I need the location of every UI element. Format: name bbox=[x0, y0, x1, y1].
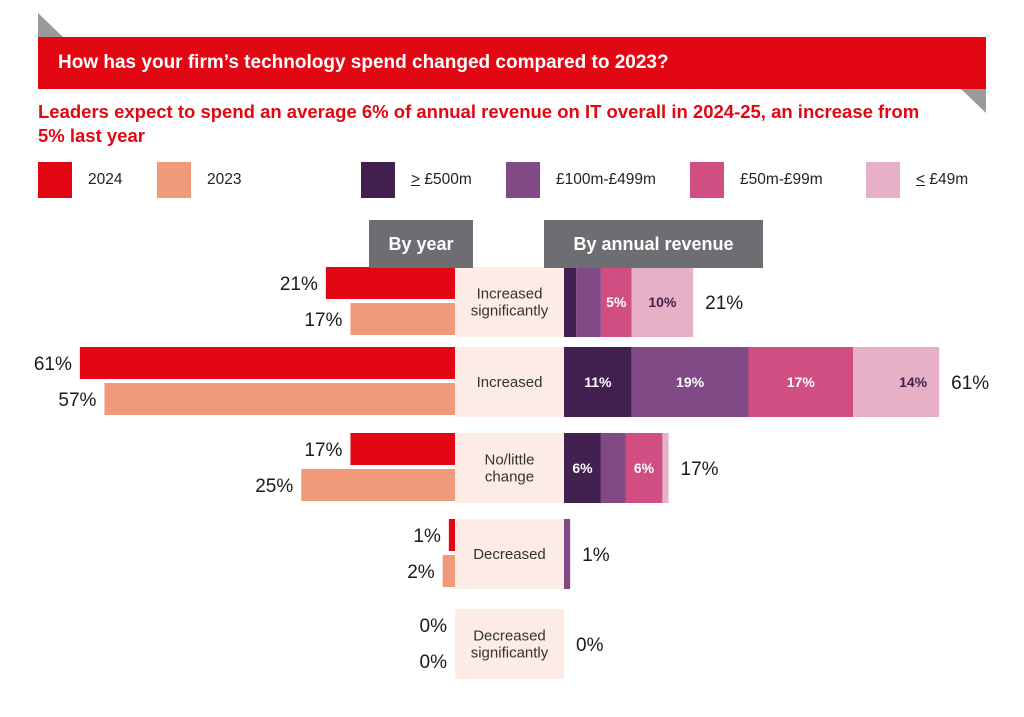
segment-label: 6% bbox=[572, 460, 593, 476]
bar-2024 bbox=[325, 267, 455, 299]
category-label: No/little bbox=[484, 452, 534, 469]
data-label-2024: 0% bbox=[420, 616, 448, 637]
bar-2024 bbox=[350, 433, 455, 465]
category-box bbox=[455, 433, 564, 503]
legend-swatch-50m bbox=[690, 162, 724, 198]
data-label-2023: 17% bbox=[304, 310, 342, 331]
legend-swatch-100m bbox=[506, 162, 540, 198]
category-label: Increased bbox=[477, 286, 543, 303]
stacked-segment bbox=[600, 267, 632, 337]
category-label: Decreased bbox=[473, 546, 546, 563]
category-label: significantly bbox=[471, 303, 549, 320]
stacked-segment bbox=[564, 433, 601, 503]
bar-2023 bbox=[104, 383, 455, 415]
segment-label: 19% bbox=[676, 374, 705, 390]
stacked-segment bbox=[625, 433, 663, 503]
segment-label: 17% bbox=[787, 374, 816, 390]
bar-2023 bbox=[350, 303, 455, 335]
stacked-segment bbox=[748, 347, 854, 417]
stacked-segment bbox=[564, 347, 632, 417]
category-box bbox=[455, 609, 564, 679]
tab-by-annual-revenue: By annual revenue bbox=[544, 220, 763, 268]
stacked-segment bbox=[576, 267, 601, 337]
data-label-2023: 25% bbox=[255, 476, 293, 497]
bar-2024 bbox=[79, 347, 455, 379]
category-label: change bbox=[485, 469, 534, 486]
legend-label-2023: 2023 bbox=[207, 171, 242, 188]
legend-swatch-500m bbox=[361, 162, 395, 198]
data-label-2023: 57% bbox=[58, 390, 96, 411]
category-label: Decreased bbox=[473, 628, 546, 645]
total-label: 61% bbox=[951, 373, 989, 394]
segment-label: 10% bbox=[648, 294, 677, 310]
tab-by-year: By year bbox=[369, 220, 473, 268]
segment-label: 5% bbox=[606, 294, 627, 310]
bar-2024 bbox=[448, 519, 455, 551]
segment-label: 11% bbox=[584, 374, 612, 390]
data-label-2024: 21% bbox=[280, 274, 318, 295]
legend-swatch-49m bbox=[866, 162, 900, 198]
stacked-segment bbox=[662, 433, 669, 503]
stacked-segment bbox=[564, 519, 571, 589]
legend-label-100m: £100m-£499m bbox=[556, 171, 656, 188]
category-label: Increased bbox=[477, 374, 543, 391]
stacked-segment bbox=[853, 347, 940, 417]
chart-title: How has your firm’s technology spend cha… bbox=[58, 52, 669, 73]
data-label-2023: 0% bbox=[420, 652, 448, 673]
data-label-2024: 1% bbox=[413, 526, 441, 547]
bar-2023 bbox=[301, 469, 455, 501]
total-label: 0% bbox=[576, 635, 604, 656]
data-label-2024: 17% bbox=[304, 440, 342, 461]
segment-label: 6% bbox=[634, 460, 655, 476]
total-label: 17% bbox=[681, 459, 719, 480]
stacked-segment bbox=[600, 433, 626, 503]
legend-label-49m: < £49m bbox=[916, 171, 969, 188]
title-banner: How has your firm’s technology spend cha… bbox=[38, 37, 986, 89]
legend-label-50m: £50m-£99m bbox=[740, 171, 823, 188]
stacked-segment bbox=[631, 347, 749, 417]
stacked-segment bbox=[564, 267, 577, 337]
legend-swatch-2023 bbox=[157, 162, 191, 198]
banner-fold-top-left bbox=[38, 13, 63, 37]
data-label-2023: 2% bbox=[407, 562, 435, 583]
category-box bbox=[455, 347, 564, 417]
chart-subtitle: Leaders expect to spend an average 6% of… bbox=[38, 101, 920, 146]
total-label: 1% bbox=[582, 545, 610, 566]
bar-2023 bbox=[442, 555, 455, 587]
stacked-segment bbox=[631, 267, 694, 337]
total-label: 21% bbox=[705, 293, 743, 314]
legend-label-500m: > £500m bbox=[411, 171, 472, 188]
legend-label-2024: 2024 bbox=[88, 171, 123, 188]
legend-swatch-2024 bbox=[38, 162, 72, 198]
category-label: significantly bbox=[471, 645, 549, 662]
category-box bbox=[455, 519, 564, 589]
banner-fold-bottom-right bbox=[961, 89, 986, 113]
segment-label: 14% bbox=[899, 374, 928, 390]
data-label-2024: 61% bbox=[34, 354, 72, 375]
category-box bbox=[455, 267, 564, 337]
